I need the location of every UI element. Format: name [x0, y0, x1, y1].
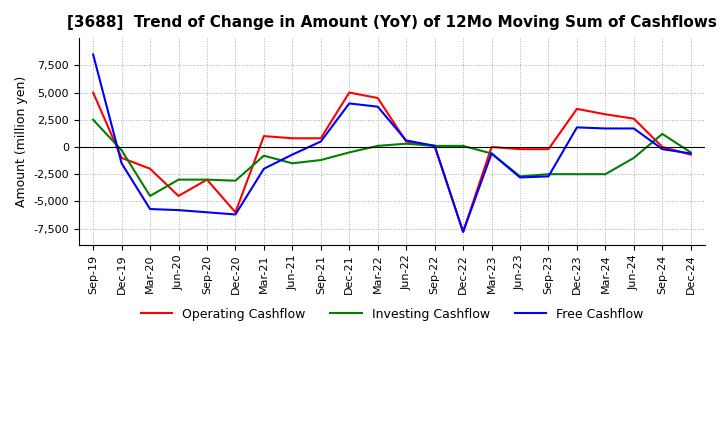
Free Cashflow [145, 206, 154, 212]
Free Cashflow [487, 151, 496, 156]
Operating Cashflow [345, 90, 354, 95]
Free Cashflow [629, 126, 638, 131]
Operating Cashflow [288, 136, 297, 141]
Investing Cashflow [686, 150, 695, 155]
Free Cashflow [374, 104, 382, 109]
Operating Cashflow [601, 112, 610, 117]
Operating Cashflow [402, 139, 410, 144]
Operating Cashflow [686, 152, 695, 157]
Investing Cashflow [601, 172, 610, 177]
Operating Cashflow [629, 116, 638, 121]
Investing Cashflow [402, 141, 410, 147]
Operating Cashflow [260, 133, 269, 139]
Investing Cashflow [629, 155, 638, 161]
Y-axis label: Amount (million yen): Amount (million yen) [15, 76, 28, 207]
Investing Cashflow [202, 177, 211, 182]
Operating Cashflow [117, 155, 126, 161]
Investing Cashflow [374, 143, 382, 149]
Investing Cashflow [117, 147, 126, 153]
Free Cashflow [288, 152, 297, 157]
Free Cashflow [601, 126, 610, 131]
Operating Cashflow [317, 136, 325, 141]
Free Cashflow [686, 151, 695, 156]
Free Cashflow [402, 138, 410, 143]
Free Cashflow [516, 175, 524, 180]
Free Cashflow [459, 229, 467, 235]
Investing Cashflow [516, 174, 524, 179]
Title: [3688]  Trend of Change in Amount (YoY) of 12Mo Moving Sum of Cashflows: [3688] Trend of Change in Amount (YoY) o… [67, 15, 717, 30]
Investing Cashflow [231, 178, 240, 183]
Investing Cashflow [174, 177, 183, 182]
Operating Cashflow [145, 166, 154, 172]
Operating Cashflow [516, 147, 524, 152]
Free Cashflow [117, 161, 126, 166]
Free Cashflow [202, 209, 211, 215]
Investing Cashflow [544, 172, 553, 177]
Investing Cashflow [431, 143, 439, 149]
Free Cashflow [89, 52, 97, 57]
Operating Cashflow [572, 106, 581, 111]
Operating Cashflow [174, 193, 183, 198]
Investing Cashflow [658, 131, 667, 136]
Investing Cashflow [288, 161, 297, 166]
Line: Investing Cashflow: Investing Cashflow [93, 120, 690, 196]
Investing Cashflow [459, 143, 467, 149]
Investing Cashflow [89, 117, 97, 122]
Operating Cashflow [202, 177, 211, 182]
Operating Cashflow [374, 95, 382, 101]
Operating Cashflow [89, 90, 97, 95]
Operating Cashflow [231, 209, 240, 215]
Operating Cashflow [658, 144, 667, 150]
Free Cashflow [544, 174, 553, 179]
Free Cashflow [174, 208, 183, 213]
Investing Cashflow [572, 172, 581, 177]
Investing Cashflow [487, 151, 496, 156]
Free Cashflow [658, 147, 667, 152]
Operating Cashflow [487, 144, 496, 150]
Free Cashflow [431, 143, 439, 149]
Free Cashflow [572, 125, 581, 130]
Investing Cashflow [345, 150, 354, 155]
Free Cashflow [317, 139, 325, 144]
Operating Cashflow [459, 229, 467, 235]
Operating Cashflow [431, 143, 439, 149]
Free Cashflow [260, 166, 269, 172]
Line: Free Cashflow: Free Cashflow [93, 55, 690, 232]
Free Cashflow [345, 101, 354, 106]
Investing Cashflow [145, 193, 154, 198]
Operating Cashflow [544, 147, 553, 152]
Investing Cashflow [317, 158, 325, 163]
Free Cashflow [231, 212, 240, 217]
Legend: Operating Cashflow, Investing Cashflow, Free Cashflow: Operating Cashflow, Investing Cashflow, … [135, 303, 648, 326]
Line: Operating Cashflow: Operating Cashflow [93, 92, 690, 232]
Investing Cashflow [260, 153, 269, 158]
